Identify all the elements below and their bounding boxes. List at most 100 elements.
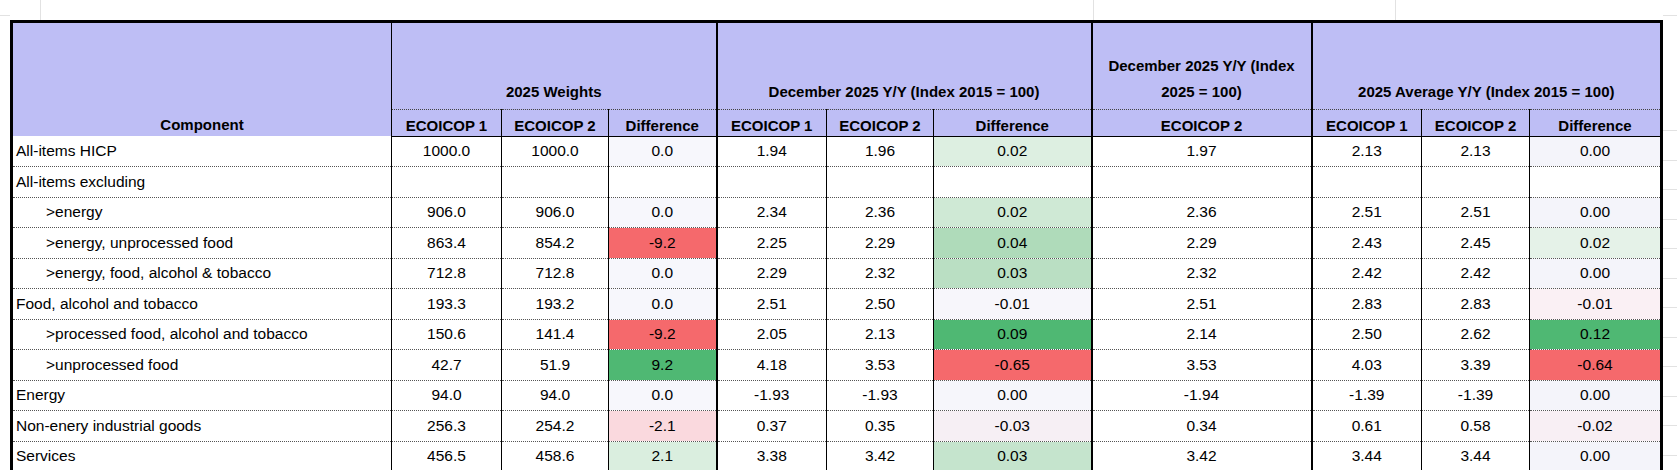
- value-cell[interactable]: 3.44: [1422, 441, 1530, 470]
- value-cell[interactable]: 863.4: [392, 228, 502, 259]
- component-cell[interactable]: >energy: [12, 197, 392, 228]
- value-cell[interactable]: 2.36: [1092, 197, 1312, 228]
- value-cell[interactable]: 2.13: [827, 319, 934, 350]
- value-cell[interactable]: 1000.0: [392, 136, 502, 167]
- value-cell[interactable]: [827, 167, 934, 198]
- value-cell[interactable]: [392, 167, 502, 198]
- subheader-weights-difference[interactable]: Difference: [609, 109, 717, 136]
- value-cell[interactable]: [502, 167, 609, 198]
- value-cell[interactable]: 193.3: [392, 289, 502, 320]
- value-cell[interactable]: -0.01: [1530, 289, 1662, 320]
- subheader-dec2015-ecoicop1[interactable]: ECOICOP 1: [717, 109, 827, 136]
- value-cell[interactable]: 2.50: [1312, 319, 1422, 350]
- value-cell[interactable]: 3.38: [717, 441, 827, 470]
- value-cell[interactable]: 0.03: [934, 258, 1092, 289]
- value-cell[interactable]: 3.53: [827, 350, 934, 381]
- value-cell[interactable]: 2.51: [717, 289, 827, 320]
- value-cell[interactable]: 3.42: [1092, 441, 1312, 470]
- value-cell[interactable]: 0.0: [609, 258, 717, 289]
- value-cell[interactable]: 456.5: [392, 441, 502, 470]
- component-column-header[interactable]: Component: [12, 22, 392, 137]
- value-cell[interactable]: 0.00: [1530, 197, 1662, 228]
- value-cell[interactable]: 0.02: [934, 136, 1092, 167]
- group-header-dec-2025-idx2015[interactable]: December 2025 Y/Y (Index 2015 = 100): [717, 22, 1092, 110]
- value-cell[interactable]: -0.03: [934, 411, 1092, 442]
- value-cell[interactable]: 0.34: [1092, 411, 1312, 442]
- value-cell[interactable]: -1.93: [717, 380, 827, 411]
- value-cell[interactable]: 3.39: [1422, 350, 1530, 381]
- value-cell[interactable]: -0.02: [1530, 411, 1662, 442]
- value-cell[interactable]: 2.14: [1092, 319, 1312, 350]
- group-header-2025-weights[interactable]: 2025 Weights: [392, 22, 717, 110]
- value-cell[interactable]: 2.42: [1422, 258, 1530, 289]
- value-cell[interactable]: 0.61: [1312, 411, 1422, 442]
- value-cell[interactable]: 0.12: [1530, 319, 1662, 350]
- component-cell[interactable]: All-items HICP: [12, 136, 392, 167]
- subheader-dec2015-ecoicop2[interactable]: ECOICOP 2: [827, 109, 934, 136]
- component-cell[interactable]: All-items excluding: [12, 167, 392, 198]
- value-cell[interactable]: 0.00: [1530, 441, 1662, 470]
- subheader-dec2015-difference[interactable]: Difference: [934, 109, 1092, 136]
- value-cell[interactable]: 2.42: [1312, 258, 1422, 289]
- value-cell[interactable]: 0.0: [609, 197, 717, 228]
- value-cell[interactable]: 1.97: [1092, 136, 1312, 167]
- value-cell[interactable]: 2.36: [827, 197, 934, 228]
- value-cell[interactable]: 2.34: [717, 197, 827, 228]
- value-cell[interactable]: -1.39: [1422, 380, 1530, 411]
- group-header-2025-avg[interactable]: 2025 Average Y/Y (Index 2015 = 100): [1312, 22, 1662, 110]
- value-cell[interactable]: [717, 167, 827, 198]
- value-cell[interactable]: -0.65: [934, 350, 1092, 381]
- value-cell[interactable]: [1422, 167, 1530, 198]
- value-cell[interactable]: 2.13: [1312, 136, 1422, 167]
- value-cell[interactable]: 0.37: [717, 411, 827, 442]
- value-cell[interactable]: 0.03: [934, 441, 1092, 470]
- value-cell[interactable]: -0.01: [934, 289, 1092, 320]
- value-cell[interactable]: 256.3: [392, 411, 502, 442]
- value-cell[interactable]: 193.2: [502, 289, 609, 320]
- subheader-avg-difference[interactable]: Difference: [1530, 109, 1662, 136]
- value-cell[interactable]: 712.8: [502, 258, 609, 289]
- group-header-dec-2025-idx2025[interactable]: December 2025 Y/Y (Index 2025 = 100): [1092, 22, 1312, 110]
- value-cell[interactable]: 94.0: [502, 380, 609, 411]
- value-cell[interactable]: [1530, 167, 1662, 198]
- value-cell[interactable]: 2.83: [1312, 289, 1422, 320]
- value-cell[interactable]: 2.13: [1422, 136, 1530, 167]
- value-cell[interactable]: 0.00: [1530, 136, 1662, 167]
- value-cell[interactable]: 0.35: [827, 411, 934, 442]
- value-cell[interactable]: 854.2: [502, 228, 609, 259]
- value-cell[interactable]: 712.8: [392, 258, 502, 289]
- component-cell[interactable]: >energy, food, alcohol & tobacco: [12, 258, 392, 289]
- value-cell[interactable]: [1312, 167, 1422, 198]
- value-cell[interactable]: 0.02: [1530, 228, 1662, 259]
- component-cell[interactable]: >energy, unprocessed food: [12, 228, 392, 259]
- value-cell[interactable]: [1092, 167, 1312, 198]
- component-cell[interactable]: Non-enery industrial goods: [12, 411, 392, 442]
- value-cell[interactable]: 906.0: [392, 197, 502, 228]
- value-cell[interactable]: 2.62: [1422, 319, 1530, 350]
- component-cell[interactable]: >processed food, alcohol and tobacco: [12, 319, 392, 350]
- value-cell[interactable]: 0.0: [609, 380, 717, 411]
- value-cell[interactable]: -0.64: [1530, 350, 1662, 381]
- value-cell[interactable]: 4.18: [717, 350, 827, 381]
- value-cell[interactable]: 2.29: [1092, 228, 1312, 259]
- component-cell[interactable]: Services: [12, 441, 392, 470]
- value-cell[interactable]: 9.2: [609, 350, 717, 381]
- value-cell[interactable]: 3.44: [1312, 441, 1422, 470]
- value-cell[interactable]: [934, 167, 1092, 198]
- value-cell[interactable]: 1.94: [717, 136, 827, 167]
- value-cell[interactable]: 2.25: [717, 228, 827, 259]
- value-cell[interactable]: 0.0: [609, 289, 717, 320]
- value-cell[interactable]: 2.83: [1422, 289, 1530, 320]
- value-cell[interactable]: 2.45: [1422, 228, 1530, 259]
- value-cell[interactable]: 3.53: [1092, 350, 1312, 381]
- value-cell[interactable]: -9.2: [609, 228, 717, 259]
- value-cell[interactable]: -1.39: [1312, 380, 1422, 411]
- value-cell[interactable]: -2.1: [609, 411, 717, 442]
- value-cell[interactable]: 3.42: [827, 441, 934, 470]
- value-cell[interactable]: 51.9: [502, 350, 609, 381]
- value-cell[interactable]: 0.0: [609, 136, 717, 167]
- subheader-weights-ecoicop1[interactable]: ECOICOP 1: [392, 109, 502, 136]
- subheader-avg-ecoicop2[interactable]: ECOICOP 2: [1422, 109, 1530, 136]
- value-cell[interactable]: -1.93: [827, 380, 934, 411]
- value-cell[interactable]: 2.43: [1312, 228, 1422, 259]
